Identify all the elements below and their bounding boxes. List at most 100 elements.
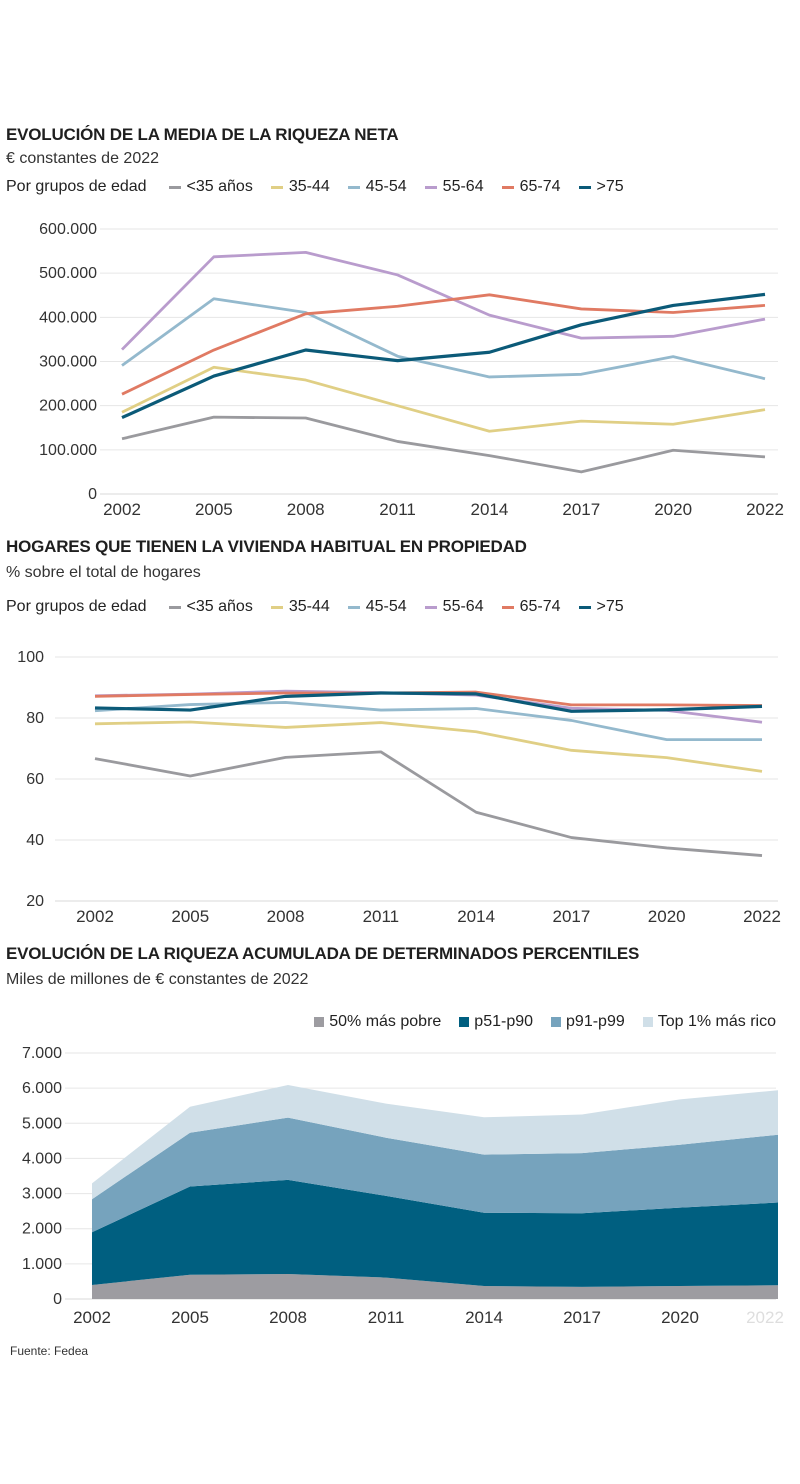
x-tick-label: 2022 [746,500,784,519]
series-line [94,720,763,773]
chart2-title: HOGARES QUE TIENEN LA VIVIENDA HABITUAL … [6,537,527,556]
chart3-subtitle: Miles de millones de € constantes de 202… [6,971,309,988]
legend-item: 35-44 [270,598,330,616]
series-line [121,293,766,396]
x-tick-label: 2020 [661,1308,699,1327]
x-tick-label: 2008 [267,907,305,926]
y-tick-label: 0 [53,1291,62,1308]
y-tick-label: 80 [26,710,44,727]
series-line [121,251,766,351]
legend-swatch [314,1017,325,1027]
legend-item: >75 [578,598,624,616]
series-line [94,691,763,713]
y-tick-label: 2.000 [22,1221,62,1238]
x-tick-label: 2008 [269,1308,307,1327]
legend-swatch [270,185,283,189]
y-tick-label: 200.000 [39,398,97,415]
legend-label: 35-44 [288,598,330,615]
chart3-title: EVOLUCIÓN DE LA RIQUEZA ACUMULADA DE DET… [6,944,640,963]
y-tick-label: 1.000 [22,1256,62,1273]
area-layer [92,1179,778,1287]
x-tick-label: 2017 [553,907,591,926]
chart1-legend: Por grupos de edad <35 años 35-44 45-54 55-… [6,178,624,196]
legend-item: <35 años [168,598,253,616]
y-tick-label: 40 [26,832,44,849]
legend-label: <35 años [186,598,253,615]
y-tick-label: 20 [26,893,44,910]
chart2-plot: 20 40 60 80 100 2002 2005 2008 2011 2014 2017 2020 2… [17,649,781,926]
x-tick-label: 2022 [746,1308,784,1327]
legend-title: Por grupos de edad [6,178,147,195]
series-line [121,415,766,474]
y-tick-label: 60 [26,771,44,788]
x-tick-label: 2014 [465,1308,503,1327]
x-tick-label: 2020 [654,500,692,519]
legend-swatch [424,605,437,609]
legend-item: <35 años [168,178,253,196]
y-tick-label: 100.000 [39,442,97,459]
x-tick-label: 2014 [457,907,495,926]
y-tick-label: 300.000 [39,354,97,371]
x-tick-label: 2014 [471,500,509,519]
legend-item: 65-74 [501,178,561,196]
legend-label: 45-54 [365,598,407,615]
legend-item: 55-64 [424,178,484,196]
x-tick-label: 2002 [103,500,141,519]
series-line [121,297,766,381]
chart1-subtitle: € constantes de 2022 [6,150,160,167]
legend-item: p51-p90 [459,1013,533,1031]
legend-item: 65-74 [501,598,561,616]
legend-swatch [501,185,514,189]
legend-label: 50% más pobre [329,1013,442,1030]
x-tick-label: 2017 [563,1308,601,1327]
legend-title: Por grupos de edad [6,598,147,615]
series-line [94,701,762,742]
chart2-legend: Por grupos de edad <35 años 35-44 45-54 55-… [6,598,624,616]
legend-swatch [270,605,283,609]
legend-item: 55-64 [424,598,484,616]
y-tick-label: 5.000 [22,1115,62,1132]
x-tick-label: 2011 [368,1308,405,1327]
chart3-plot: 0 1.000 2.000 3.000 4.000 5.000 6.000 7.000 2002… [22,1045,784,1327]
legend-item: >75 [578,178,624,196]
chart1-title: EVOLUCIÓN DE LA MEDIA DE LA RIQUEZA NETA [6,125,399,144]
legend-label: p91-p99 [566,1013,625,1030]
x-tick-label: 2011 [379,500,416,519]
y-tick-label: 0 [88,486,97,503]
legend-swatch [168,185,181,189]
legend-swatch [347,185,360,189]
series-line [121,365,766,433]
legend-swatch [578,185,591,189]
legend-label: 65-74 [519,178,561,195]
x-tick-label: 2005 [171,907,209,926]
x-tick-label: 2008 [287,500,325,519]
y-tick-label: 6.000 [22,1080,62,1097]
area-layer [92,1117,778,1233]
legend-label: >75 [596,178,624,195]
x-tick-label: 2002 [73,1308,111,1327]
x-tick-label: 2005 [171,1308,209,1327]
y-tick-label: 7.000 [22,1045,62,1062]
legend-item: 45-54 [347,178,407,196]
y-tick-label: 3.000 [22,1186,62,1203]
legend-swatch [501,605,514,609]
legend-swatch [551,1017,562,1027]
legend-item: p91-p99 [551,1013,625,1031]
y-tick-label: 400.000 [39,309,97,326]
legend-swatch [459,1017,470,1027]
legend-item: 45-54 [347,598,407,616]
x-tick-label: 2011 [363,907,400,926]
series-line [121,292,766,420]
x-tick-label: 2020 [648,907,686,926]
legend-item: 35-44 [270,178,330,196]
y-tick-label: 600.000 [39,221,97,238]
legend-swatch [424,185,437,189]
legend-label: >75 [596,598,624,615]
y-tick-label: 4.000 [22,1150,62,1167]
x-tick-label: 2002 [76,907,114,926]
chart2-subtitle: % sobre el total de hogares [6,564,201,581]
legend-label: 45-54 [365,178,407,195]
legend-item: Top 1% más rico [642,1013,776,1031]
legend-label: 55-64 [442,178,484,195]
source-note: Fuente: Fedea [10,1344,89,1358]
